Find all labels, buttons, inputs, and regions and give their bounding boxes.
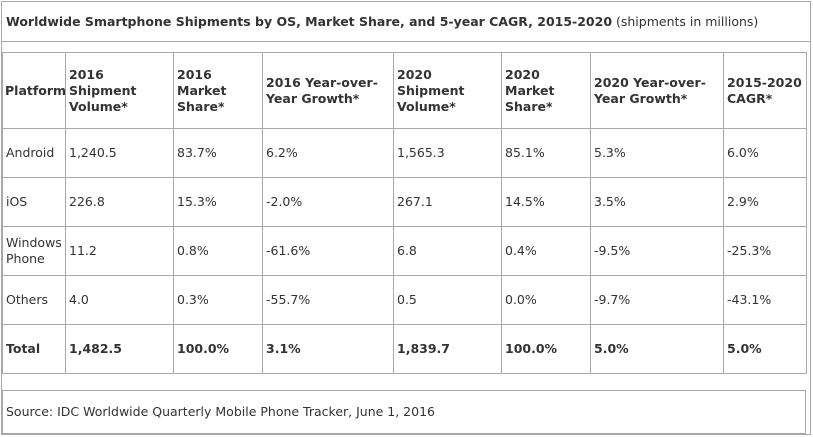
table-row: Windows Phone 11.2 0.8% -61.6% 6.8 0.4% -9.5% -… — [2, 226, 807, 276]
table-cell: Platform — [2, 52, 66, 129]
table-cell: 2016 Shipment Volume* — [65, 52, 174, 129]
table-cell: 0.0% — [501, 275, 591, 325]
table-cell: 2016 Year-over-Year Growth* — [262, 52, 394, 129]
table-cell: 6.8 — [393, 226, 502, 276]
table-header-row: Platform 2016 Shipment Volume* 2016 Market… — [2, 52, 807, 129]
table-cell: 100.0% — [173, 324, 263, 374]
table-cell: Others — [2, 275, 66, 325]
shipments-table: Platform 2016 Shipment Volume* 2016 Market… — [2, 52, 807, 374]
table-cell: 0.4% — [501, 226, 591, 276]
table-cell: iOS — [2, 177, 66, 227]
table-title: Worldwide Smartphone Shipments by OS, Ma… — [2, 2, 810, 42]
table-cell: -2.0% — [262, 177, 394, 227]
table-cell: 5.3% — [590, 128, 724, 178]
table-cell: 2015-2020 CAGR* — [723, 52, 807, 129]
table-cell: -43.1% — [723, 275, 807, 325]
table-cell: 85.1% — [501, 128, 591, 178]
table-cell: 2020 Market Share* — [501, 52, 591, 129]
table-cell: 6.2% — [262, 128, 394, 178]
table-cell: 6.0% — [723, 128, 807, 178]
table-cell: 0.5 — [393, 275, 502, 325]
table-cell: 1,482.5 — [65, 324, 174, 374]
table-cell: Windows Phone — [2, 226, 66, 276]
table-cell: 0.8% — [173, 226, 263, 276]
table-cell: 2016 Market Share* — [173, 52, 263, 129]
table-cell: -25.3% — [723, 226, 807, 276]
table-cell: -9.5% — [590, 226, 724, 276]
table-cell: 15.3% — [173, 177, 263, 227]
table-cell: 1,240.5 — [65, 128, 174, 178]
table-cell: 83.7% — [173, 128, 263, 178]
table-cell: -61.6% — [262, 226, 394, 276]
table-cell: 1,565.3 — [393, 128, 502, 178]
table-cell: 11.2 — [65, 226, 174, 276]
table-cell: 1,839.7 — [393, 324, 502, 374]
table-cell: 5.0% — [723, 324, 807, 374]
table-title-note: (shipments in millions) — [612, 14, 759, 29]
table-cell: Total — [2, 324, 66, 374]
table-cell: 100.0% — [501, 324, 591, 374]
table-cell: 226.8 — [65, 177, 174, 227]
table-cell: -9.7% — [590, 275, 724, 325]
table-cell: 3.1% — [262, 324, 394, 374]
table-cell: 2020 Shipment Volume* — [393, 52, 502, 129]
table-row: Android 1,240.5 83.7% 6.2% 1,565.3 85.1% 5.3% 6… — [2, 128, 807, 178]
table-cell: 14.5% — [501, 177, 591, 227]
table-cell: 0.3% — [173, 275, 263, 325]
table-total-row: Total 1,482.5 100.0% 3.1% 1,839.7 100.0% 5.0% 5… — [2, 324, 807, 374]
table-cell: 4.0 — [65, 275, 174, 325]
table-cell: Android — [2, 128, 66, 178]
table-row: iOS 226.8 15.3% -2.0% 267.1 14.5% 3.5% 2.9% — [2, 177, 807, 227]
table-cell: 3.5% — [590, 177, 724, 227]
table-cell: -55.7% — [262, 275, 394, 325]
table-cell: 5.0% — [590, 324, 724, 374]
table-row: Others 4.0 0.3% -55.7% 0.5 0.0% -9.7% -43.1% — [2, 275, 807, 325]
table-title-main: Worldwide Smartphone Shipments by OS, Ma… — [6, 14, 613, 29]
table-cell: 2.9% — [723, 177, 807, 227]
source-note: Source: IDC Worldwide Quarterly Mobile P… — [2, 390, 806, 434]
table-cell: 267.1 — [393, 177, 502, 227]
table-cell: 2020 Year-over-Year Growth* — [590, 52, 724, 129]
